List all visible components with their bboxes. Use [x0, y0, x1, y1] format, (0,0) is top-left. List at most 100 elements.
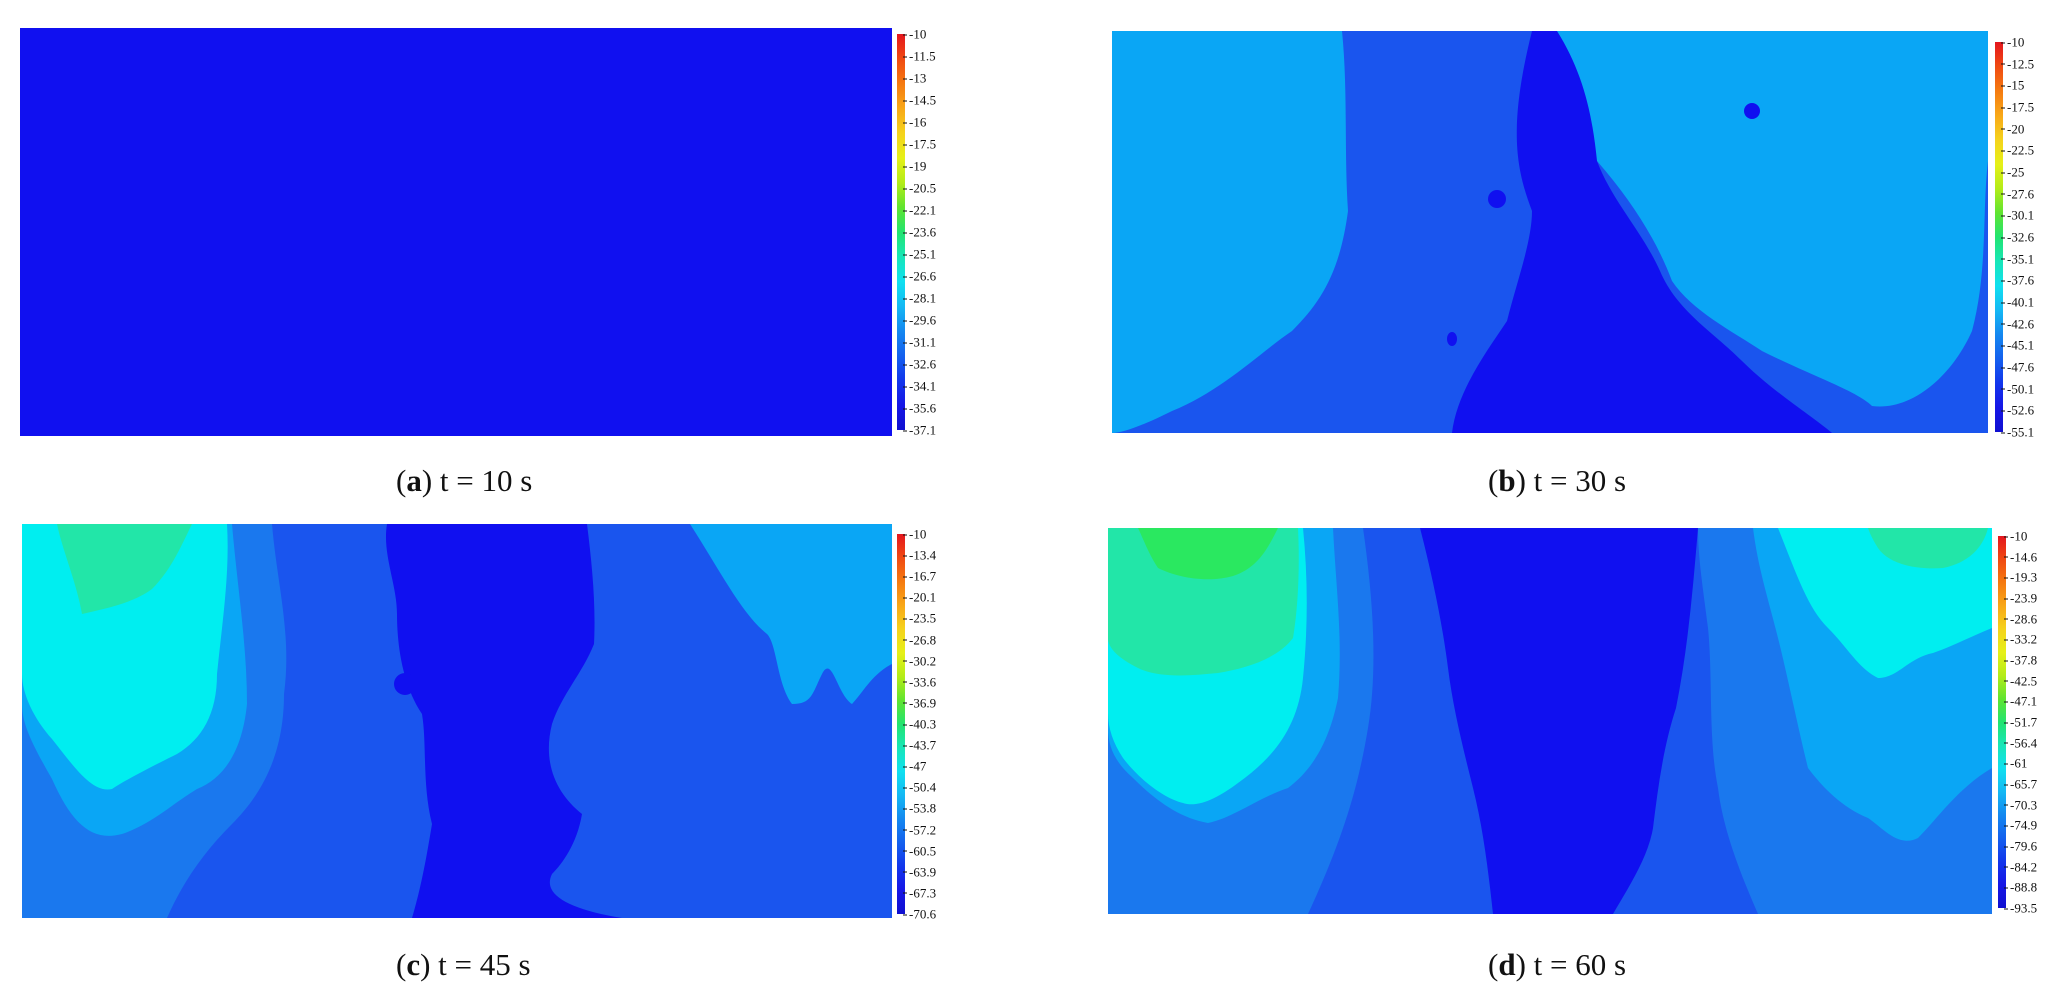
colorbar-c-tick-label: -23.5 — [902, 610, 937, 626]
colorbar-b-tick-label: -22.5 — [2000, 142, 2035, 158]
colorbar-d-tick-label: -56.4 — [2003, 735, 2038, 751]
caption-d-letter: d — [1498, 947, 1516, 982]
region-deep-blue — [20, 28, 892, 436]
colorbar-c-tick-label: -26.8 — [902, 632, 937, 648]
colorbar-d-tick-label: -47.1 — [2003, 693, 2038, 709]
colorbar-a-tick-label: -13 — [902, 70, 927, 86]
caption-c: (c) t = 45 s — [396, 947, 531, 982]
colorbar-d-tick-label: -23.9 — [2003, 590, 2038, 606]
colorbar-b-tick-label: -10 — [2000, 34, 2025, 50]
region-aqua-green-right — [1868, 528, 1988, 569]
colorbar-b-tick-label: -42.6 — [2000, 316, 2035, 332]
colorbar-c-tick-label: -30.2 — [902, 653, 937, 669]
colorbar-c-tick-label: -47 — [902, 758, 927, 774]
heatmap-d — [1108, 528, 1992, 914]
colorbar-c-tick-label: -63.9 — [902, 864, 937, 880]
colorbar-a-tick-label: -19 — [902, 158, 927, 174]
colorbar-a-tick-label: -29.6 — [902, 312, 937, 328]
colorbar-b-tick-label: -32.6 — [2000, 229, 2035, 245]
colorbar-c-tick-label: -67.3 — [902, 885, 937, 901]
region-deep-blue-spot — [394, 673, 416, 695]
colorbar-a-tick-label: -26.6 — [902, 268, 937, 284]
heatmap-d-field — [1108, 528, 1992, 914]
caption-d: (d) t = 60 s — [1488, 947, 1627, 982]
colorbar-a-tick-label: -28.1 — [902, 290, 937, 306]
colorbar-a-tick-label: -14.5 — [902, 92, 937, 108]
colorbar-d-tick-label: -74.9 — [2003, 817, 2038, 833]
region-deep-blue-center — [385, 524, 622, 918]
colorbar-c-tick-label: -33.6 — [902, 674, 937, 690]
heatmap-a-field — [20, 28, 892, 436]
colorbar-d-tick-label: -79.6 — [2003, 838, 2038, 854]
colorbar-c-tick-label: -53.8 — [902, 800, 937, 816]
colorbar-b-tick-label: -45.1 — [2000, 337, 2035, 353]
colorbar-b-tick-label: -20 — [2000, 121, 2025, 137]
colorbar-c-tick-label: -60.5 — [902, 843, 937, 859]
region-deep-blue-spot-1 — [1488, 190, 1506, 208]
colorbar-d-tick-label: -84.2 — [2003, 859, 2038, 875]
heatmap-b-field — [1112, 31, 1988, 433]
colorbar-b-tick-label: -52.6 — [2000, 402, 2035, 418]
region-light-blue-right — [690, 524, 892, 704]
caption-c-text: t = 45 s — [438, 947, 531, 982]
colorbar-c-tick-label: -43.7 — [902, 737, 937, 753]
heatmap-c-field — [22, 524, 892, 918]
caption-c-letter: c — [406, 947, 421, 982]
colorbar-d-tick-label: -14.6 — [2003, 549, 2038, 565]
colorbar-d-tick-label: -51.7 — [2003, 714, 2038, 730]
colorbar-a-tick-label: -25.1 — [902, 246, 937, 262]
colorbar-d-tick-label: -65.7 — [2003, 776, 2038, 792]
colorbar-a-tick-label: -31.1 — [902, 334, 937, 350]
colorbar-b-tick-label: -15 — [2000, 77, 2025, 93]
caption-a-text: t = 10 s — [439, 463, 533, 498]
colorbar-a-tick-label: -11.5 — [903, 48, 936, 64]
colorbar-c-tick-label: -10 — [902, 526, 927, 542]
region-light-blue-left — [1112, 31, 1348, 433]
colorbar-a-tick-label: -22.1 — [902, 202, 937, 218]
colorbar-a-tick-label: -23.6 — [902, 224, 937, 240]
caption-b-letter: b — [1498, 463, 1516, 498]
colorbar-a-tick-label: -16 — [902, 114, 927, 130]
colorbar-b-tick-label: -47.6 — [2000, 359, 2035, 375]
colorbar-b-tick-label: -30.1 — [2000, 207, 2035, 223]
region-aqua-green — [57, 524, 192, 614]
colorbar-d — [1998, 536, 2006, 908]
colorbar-b — [1995, 42, 2003, 432]
heatmap-b — [1112, 31, 1988, 433]
colorbar-c-tick-label: -36.9 — [902, 695, 937, 711]
colorbar-c-tick-label: -50.4 — [902, 779, 937, 795]
colorbar-b-tick-label: -40.1 — [2000, 294, 2035, 310]
colorbar-d-tick-label: -93.5 — [2003, 900, 2038, 916]
heatmap-a — [20, 28, 892, 436]
region-deep-blue-center — [1452, 31, 1832, 433]
colorbar-a — [897, 34, 905, 430]
colorbar-c-tick-label: -13.4 — [902, 547, 937, 563]
colorbar-c-tick-label: -16.7 — [902, 568, 937, 584]
caption-b-text: t = 30 s — [1533, 463, 1627, 498]
caption-a-letter: a — [406, 463, 422, 498]
colorbar-d-tick-label: -10 — [2003, 528, 2028, 544]
colorbar-b-tick-label: -50.1 — [2000, 381, 2035, 397]
caption-b: (b) t = 30 s — [1488, 463, 1627, 498]
colorbar-c-tick-label: -40.3 — [902, 716, 937, 732]
colorbar-a-tick-label: -10 — [902, 26, 927, 42]
colorbar-a-tick-label: -32.6 — [902, 356, 937, 372]
region-deep-blue-center — [1420, 528, 1698, 914]
colorbar-d-tick-label: -33.2 — [2003, 631, 2038, 647]
colorbar-d-tick-label: -28.6 — [2003, 611, 2038, 627]
colorbar-c — [897, 534, 905, 914]
colorbar-b-tick-label: -35.1 — [2000, 251, 2035, 267]
colorbar-b-tick-label: -17.5 — [2000, 99, 2035, 115]
heatmap-c — [22, 524, 892, 918]
colorbar-a-tick-label: -20.5 — [902, 180, 937, 196]
colorbar-d-tick-label: -61 — [2003, 755, 2028, 771]
colorbar-d-tick-label: -42.5 — [2003, 673, 2038, 689]
colorbar-b-tick-label: -27.6 — [2000, 186, 2035, 202]
caption-d-text: t = 60 s — [1533, 947, 1627, 982]
colorbar-d-tick-label: -19.3 — [2003, 569, 2038, 585]
region-cyan — [22, 524, 228, 790]
colorbar-d-tick-label: -88.8 — [2003, 879, 2038, 895]
region-green-left — [1138, 528, 1278, 580]
caption-a: (a) t = 10 s — [396, 463, 533, 498]
colorbar-b-tick-label: -25 — [2000, 164, 2025, 180]
